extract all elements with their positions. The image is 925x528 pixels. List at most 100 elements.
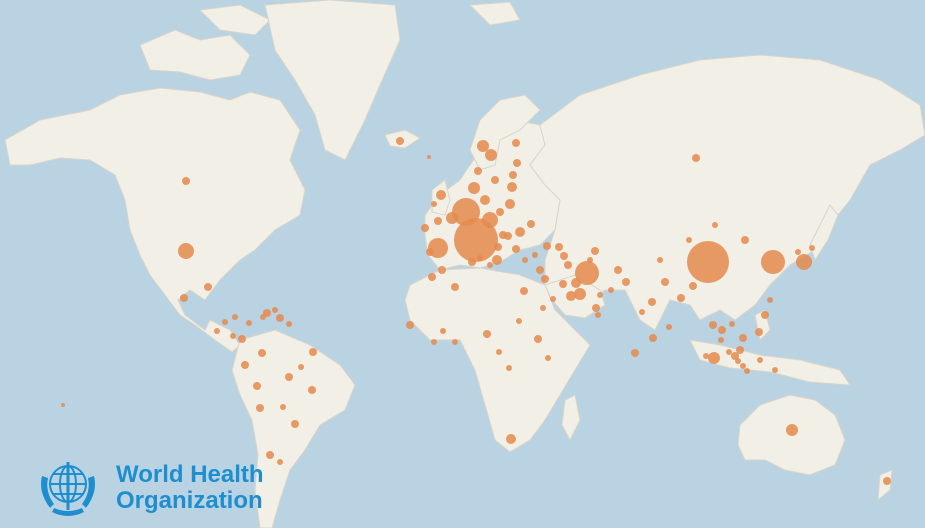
case-bubble[interactable] [591, 247, 599, 255]
case-bubble[interactable] [260, 314, 266, 320]
case-bubble[interactable] [468, 182, 480, 194]
case-bubble[interactable] [492, 255, 502, 265]
case-bubble[interactable] [505, 199, 515, 209]
case-bubble[interactable] [718, 326, 726, 334]
case-bubble[interactable] [280, 404, 286, 410]
case-bubble[interactable] [258, 349, 266, 357]
case-bubble[interactable] [555, 243, 563, 251]
case-bubble[interactable] [446, 212, 458, 224]
case-bubble[interactable] [512, 245, 520, 253]
case-bubble[interactable] [741, 236, 749, 244]
case-bubble[interactable] [595, 312, 601, 318]
case-bubble[interactable] [729, 321, 735, 327]
case-bubble[interactable] [496, 349, 502, 355]
case-bubble[interactable] [809, 245, 815, 251]
case-bubble[interactable] [522, 257, 528, 263]
case-bubble[interactable] [440, 328, 446, 334]
case-bubble[interactable] [772, 367, 778, 373]
case-bubble[interactable] [272, 307, 278, 313]
case-bubble[interactable] [232, 314, 238, 320]
case-bubble[interactable] [509, 171, 517, 179]
case-bubble[interactable] [686, 237, 692, 243]
case-bubble[interactable] [597, 292, 603, 298]
case-bubble[interactable] [540, 305, 546, 311]
case-bubble[interactable] [491, 176, 499, 184]
case-bubble[interactable] [709, 321, 717, 329]
case-bubble[interactable] [496, 208, 504, 216]
case-bubble[interactable] [436, 190, 446, 200]
case-bubble[interactable] [740, 363, 746, 369]
case-bubble[interactable] [559, 280, 567, 288]
case-bubble[interactable] [575, 261, 599, 285]
case-bubble[interactable] [648, 298, 656, 306]
case-bubble[interactable] [712, 222, 718, 228]
case-bubble[interactable] [657, 257, 663, 263]
case-bubble[interactable] [566, 291, 576, 301]
case-bubble[interactable] [230, 333, 236, 339]
case-bubble[interactable] [499, 231, 507, 239]
case-bubble[interactable] [428, 273, 436, 281]
case-bubble[interactable] [796, 254, 812, 270]
case-bubble[interactable] [757, 357, 763, 363]
case-bubble[interactable] [506, 434, 516, 444]
case-bubble[interactable] [61, 403, 65, 407]
case-bubble[interactable] [692, 154, 700, 162]
case-bubble[interactable] [483, 330, 491, 338]
case-bubble[interactable] [285, 373, 293, 381]
case-bubble[interactable] [736, 346, 744, 354]
case-bubble[interactable] [560, 252, 568, 260]
case-bubble[interactable] [494, 243, 502, 251]
case-bubble[interactable] [735, 358, 741, 364]
case-bubble[interactable] [256, 404, 264, 412]
case-bubble[interactable] [755, 328, 763, 336]
case-bubble[interactable] [718, 337, 724, 343]
case-bubble[interactable] [614, 266, 622, 274]
case-bubble[interactable] [454, 218, 498, 262]
case-bubble[interactable] [396, 137, 404, 145]
case-bubble[interactable] [291, 420, 299, 428]
case-bubble[interactable] [708, 352, 720, 364]
case-bubble[interactable] [666, 324, 672, 330]
case-bubble[interactable] [487, 262, 493, 268]
case-bubble[interactable] [246, 320, 252, 326]
case-bubble[interactable] [761, 250, 785, 274]
case-bubble[interactable] [687, 241, 729, 283]
case-bubble[interactable] [767, 297, 773, 303]
case-bubble[interactable] [178, 243, 194, 259]
case-bubble[interactable] [512, 139, 520, 147]
case-bubble[interactable] [431, 201, 437, 207]
case-bubble[interactable] [266, 451, 274, 459]
case-bubble[interactable] [622, 278, 630, 286]
case-bubble[interactable] [438, 266, 446, 274]
case-bubble[interactable] [550, 296, 556, 302]
case-bubble[interactable] [452, 339, 458, 345]
case-bubble[interactable] [434, 217, 442, 225]
case-bubble[interactable] [515, 227, 525, 237]
case-bubble[interactable] [545, 355, 551, 361]
case-bubble[interactable] [726, 349, 732, 355]
case-bubble[interactable] [527, 220, 535, 228]
case-bubble[interactable] [286, 321, 292, 327]
case-bubble[interactable] [222, 319, 228, 325]
case-bubble[interactable] [238, 335, 246, 343]
case-bubble[interactable] [592, 304, 600, 312]
case-bubble[interactable] [703, 353, 709, 359]
case-bubble[interactable] [308, 386, 316, 394]
case-bubble[interactable] [795, 249, 801, 255]
case-bubble[interactable] [204, 283, 212, 291]
case-bubble[interactable] [182, 177, 190, 185]
case-bubble[interactable] [639, 309, 645, 315]
case-bubble[interactable] [276, 314, 284, 322]
case-bubble[interactable] [477, 140, 489, 152]
case-bubble[interactable] [180, 294, 188, 302]
case-bubble[interactable] [731, 352, 739, 360]
case-bubble[interactable] [520, 287, 528, 295]
case-bubble[interactable] [739, 334, 747, 342]
case-bubble[interactable] [507, 182, 517, 192]
case-bubble[interactable] [608, 287, 614, 293]
case-bubble[interactable] [477, 255, 483, 261]
case-bubble[interactable] [426, 248, 434, 256]
case-bubble[interactable] [485, 149, 497, 161]
